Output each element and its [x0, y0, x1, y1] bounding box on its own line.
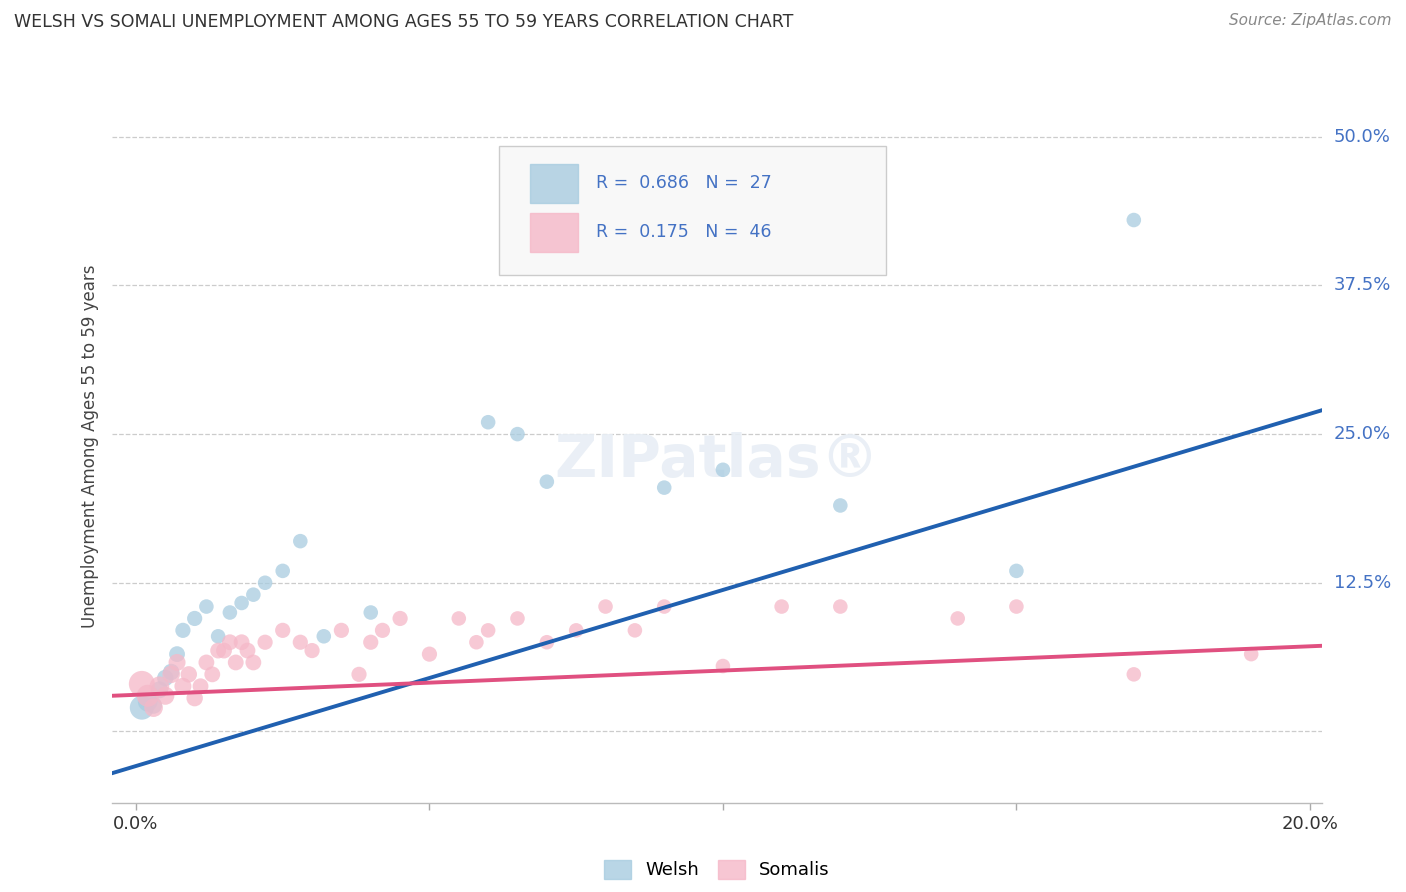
Point: [218, 635, 240, 649]
Point: [136, 689, 159, 703]
Point: [1122, 667, 1144, 681]
Point: [347, 667, 370, 681]
Point: [389, 611, 412, 625]
Point: [1122, 213, 1144, 227]
Point: [418, 647, 440, 661]
Point: [360, 635, 382, 649]
Point: [624, 624, 647, 638]
Text: Source: ZipAtlas.com: Source: ZipAtlas.com: [1229, 13, 1392, 29]
Point: [536, 475, 558, 489]
FancyBboxPatch shape: [499, 146, 886, 275]
Point: [290, 635, 312, 649]
Point: [1005, 564, 1028, 578]
Point: [242, 588, 264, 602]
Point: [172, 679, 194, 693]
Point: [312, 629, 335, 643]
Legend: Welsh, Somalis: Welsh, Somalis: [605, 860, 830, 880]
Point: [506, 611, 529, 625]
Text: ZIPatlas®: ZIPatlas®: [554, 432, 880, 489]
Point: [477, 624, 499, 638]
Point: [195, 599, 218, 614]
Point: [142, 698, 165, 713]
Point: [477, 415, 499, 429]
Point: [207, 643, 229, 657]
Point: [160, 665, 183, 679]
Point: [183, 691, 205, 706]
Point: [271, 624, 294, 638]
Point: [190, 679, 212, 693]
Y-axis label: Unemployment Among Ages 55 to 59 years: Unemployment Among Ages 55 to 59 years: [82, 264, 100, 628]
Point: [830, 599, 852, 614]
Point: [595, 599, 617, 614]
Text: 50.0%: 50.0%: [1334, 128, 1391, 145]
Point: [1005, 599, 1028, 614]
Point: [155, 671, 177, 685]
Text: WELSH VS SOMALI UNEMPLOYMENT AMONG AGES 55 TO 59 YEARS CORRELATION CHART: WELSH VS SOMALI UNEMPLOYMENT AMONG AGES …: [14, 13, 793, 31]
Point: [946, 611, 969, 625]
FancyBboxPatch shape: [530, 212, 578, 252]
Point: [231, 635, 253, 649]
Point: [652, 481, 675, 495]
Point: [536, 635, 558, 649]
Point: [447, 611, 470, 625]
Point: [330, 624, 353, 638]
Point: [148, 682, 170, 697]
Point: [177, 667, 200, 681]
Point: [465, 635, 488, 649]
Point: [183, 611, 205, 625]
Point: [371, 624, 394, 638]
Point: [201, 667, 224, 681]
Point: [131, 677, 153, 691]
Point: [195, 656, 218, 670]
Point: [236, 643, 259, 657]
Point: [212, 643, 235, 657]
Point: [711, 463, 734, 477]
Point: [225, 656, 247, 670]
Text: R =  0.686   N =  27: R = 0.686 N = 27: [596, 175, 772, 193]
Point: [172, 624, 194, 638]
Point: [142, 700, 165, 714]
FancyBboxPatch shape: [530, 164, 578, 203]
Point: [136, 695, 159, 709]
Point: [160, 667, 183, 681]
Point: [254, 635, 277, 649]
Point: [360, 606, 382, 620]
Point: [242, 656, 264, 670]
Point: [301, 643, 323, 657]
Point: [207, 629, 229, 643]
Point: [711, 659, 734, 673]
Point: [770, 599, 793, 614]
Text: 12.5%: 12.5%: [1334, 574, 1391, 591]
Point: [652, 599, 675, 614]
Point: [218, 606, 240, 620]
Point: [271, 564, 294, 578]
Point: [254, 575, 277, 590]
Point: [506, 427, 529, 442]
Point: [231, 596, 253, 610]
Point: [148, 679, 170, 693]
Text: 37.5%: 37.5%: [1334, 277, 1391, 294]
Point: [166, 647, 188, 661]
Point: [830, 499, 852, 513]
Point: [155, 689, 177, 703]
Point: [565, 624, 588, 638]
Point: [290, 534, 312, 549]
Text: R =  0.175   N =  46: R = 0.175 N = 46: [596, 223, 772, 241]
Point: [131, 700, 153, 714]
Text: 25.0%: 25.0%: [1334, 425, 1391, 443]
Point: [1240, 647, 1263, 661]
Point: [166, 656, 188, 670]
